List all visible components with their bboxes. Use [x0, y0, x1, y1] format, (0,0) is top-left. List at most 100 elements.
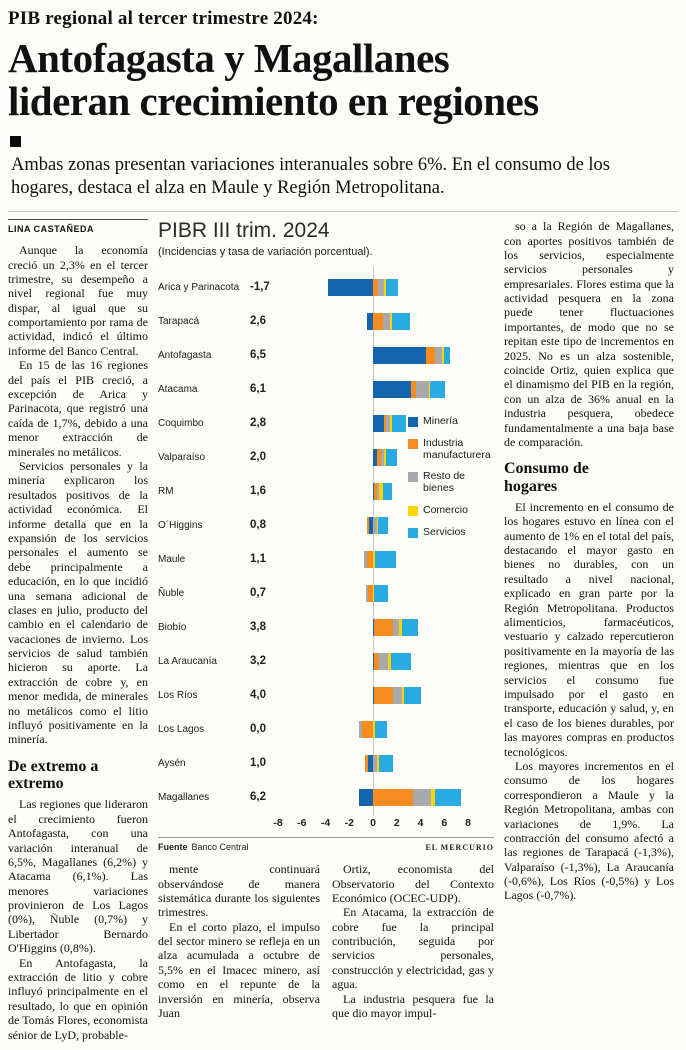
- legend-label: Minería: [423, 415, 459, 428]
- region-total-value: 6,5: [250, 349, 266, 362]
- bar-segment: [383, 414, 387, 432]
- bar-segment: [373, 686, 375, 704]
- article-header: PIB regional al tercer trimestre 2024: A…: [8, 8, 678, 213]
- region-total-value: 6,1: [250, 383, 266, 396]
- body-paragraph: so a la Región de Magallanes, con aporte…: [504, 219, 674, 449]
- bar-segment: [377, 278, 384, 296]
- mid-column-1: mente continuará observándose de manera …: [158, 862, 320, 1020]
- legend-item: Servicios: [408, 526, 492, 539]
- bar-segment: [390, 652, 411, 670]
- byline: LINA CASTAÑEDA: [8, 219, 148, 234]
- stacked-bar: [278, 448, 468, 466]
- region-label: Coquimbo: [158, 417, 204, 429]
- body-paragraph: El incremento en el consumo de los hogar…: [504, 499, 674, 759]
- legend-swatch: [408, 438, 418, 449]
- bar-segment: [377, 516, 389, 534]
- right-paragraphs: so a la Región de Magallanes, con aporte…: [504, 219, 674, 449]
- region-total-value: 3,8: [250, 621, 266, 634]
- zero-gridline: [373, 266, 374, 817]
- bar-segment: [368, 584, 373, 602]
- region-label: Magallanes: [158, 791, 210, 803]
- bar-segment: [374, 584, 389, 602]
- bar-segment: [365, 584, 369, 602]
- bar-segment: [413, 788, 432, 806]
- bar-segment: [393, 618, 400, 636]
- left-column: LINA CASTAÑEDA Aunque la economía creció…: [8, 219, 148, 1050]
- kicker: PIB regional al tercer trimestre 2024:: [8, 8, 319, 29]
- stacked-bar: [278, 482, 468, 500]
- chart-row: Valparaíso 2,0: [158, 440, 494, 474]
- header-rule: [8, 211, 678, 213]
- bar-segment: [373, 448, 377, 466]
- bar-segment: [367, 550, 373, 568]
- region-label: Valparaíso: [158, 451, 206, 463]
- bar-segment: [373, 584, 375, 602]
- bar-segment: [364, 754, 369, 772]
- chart-row: Antofagasta 6,5: [158, 338, 494, 372]
- bar-segment: [401, 686, 404, 704]
- bar-segment: [428, 380, 430, 398]
- chart-row: Atacama 6,1: [158, 372, 494, 406]
- region-total-value: 0,0: [250, 723, 266, 736]
- legend-swatch: [408, 527, 418, 538]
- body-paragraph: En el corto plazo, el impulso del sector…: [158, 919, 320, 1021]
- chart-row: Los Ríos 4,0: [158, 678, 494, 712]
- stacked-bar: [278, 312, 468, 330]
- region-label: La Araucanía: [158, 655, 217, 667]
- body-paragraph: Las regiones que lideraron el crecimient…: [8, 797, 148, 956]
- stacked-bar: [278, 380, 468, 398]
- legend-label: Industria manufacturera: [423, 436, 491, 461]
- legend-label: Resto de bienes: [423, 470, 466, 495]
- section-square-marker: [10, 136, 21, 148]
- body-paragraph: La industria pesquera fue la que dio may…: [332, 991, 494, 1021]
- stacked-bar: [278, 652, 468, 670]
- legend-item: Resto de bienes: [408, 471, 492, 495]
- subhead-consumo-de-hogares: Consumo de hogares: [504, 460, 589, 495]
- region-total-value: 6,2: [250, 791, 266, 804]
- bar-segment: [368, 754, 373, 772]
- stacked-bar: [278, 346, 468, 364]
- bar-segment: [358, 720, 363, 738]
- legend-item: Industria manufacturera: [408, 436, 492, 462]
- chart-row: Magallanes 6,2: [158, 780, 494, 814]
- stacked-bar: [278, 278, 468, 296]
- bar-segment: [373, 788, 414, 806]
- bar-segment: [434, 346, 442, 364]
- region-total-value: 1,0: [250, 757, 266, 770]
- bar-segment: [389, 414, 392, 432]
- chart-row: Ñuble 0,7: [158, 576, 494, 610]
- chart-row: La Araucanía 3,2: [158, 644, 494, 678]
- bar-segment: [374, 482, 377, 500]
- bar-segment: [392, 414, 407, 432]
- headline-line-2: lideran crecimiento en regiones: [8, 77, 539, 124]
- legend-swatch: [408, 417, 418, 428]
- source-label: Fuente: [158, 842, 188, 853]
- legend-label: Comercio: [423, 503, 468, 516]
- body-paragraph: En 15 de las 16 regiones del país el PIB…: [8, 358, 148, 459]
- region-label: Los Lagos: [158, 723, 205, 735]
- chart-plot-area: Arica y Parinacota -1,7 Tarapacá 2,6 Antofag…: [158, 266, 494, 817]
- axis-tick: 6: [441, 817, 448, 830]
- bar-segment: [375, 720, 388, 738]
- left-paragraphs-2: Las regiones que lideraron el crecimient…: [8, 797, 148, 1042]
- bar-segment: [358, 788, 373, 806]
- legend-item: Comercio: [408, 503, 492, 517]
- legend-item: Minería: [408, 415, 492, 428]
- bar-segment: [403, 686, 421, 704]
- region-label: Atacama: [158, 383, 198, 395]
- bar-segment: [386, 414, 390, 432]
- bar-segment: [401, 618, 419, 636]
- chart-subtitle: (Incidencias y tasa de variación porcent…: [158, 246, 373, 259]
- chart-source-row: Fuente Banco Central EL MERCURIO: [158, 837, 494, 852]
- bar-segment: [367, 516, 370, 534]
- axis-tick: 2: [393, 817, 400, 830]
- axis-tick: -4: [320, 817, 331, 830]
- article-body: LINA CASTAÑEDA Aunque la economía creció…: [8, 219, 678, 1050]
- bar-segment: [373, 312, 383, 330]
- axis-strip: -8 -6 -4 -2 0 2 4 6 8: [273, 817, 471, 832]
- chart-row: Arica y Parinacota -1,7: [158, 270, 494, 304]
- region-total-value: 2,8: [250, 417, 266, 430]
- subhead-de-extremo-a-extremo: De extremo a extremo: [8, 757, 99, 793]
- region-label: O´Higgins: [158, 519, 203, 531]
